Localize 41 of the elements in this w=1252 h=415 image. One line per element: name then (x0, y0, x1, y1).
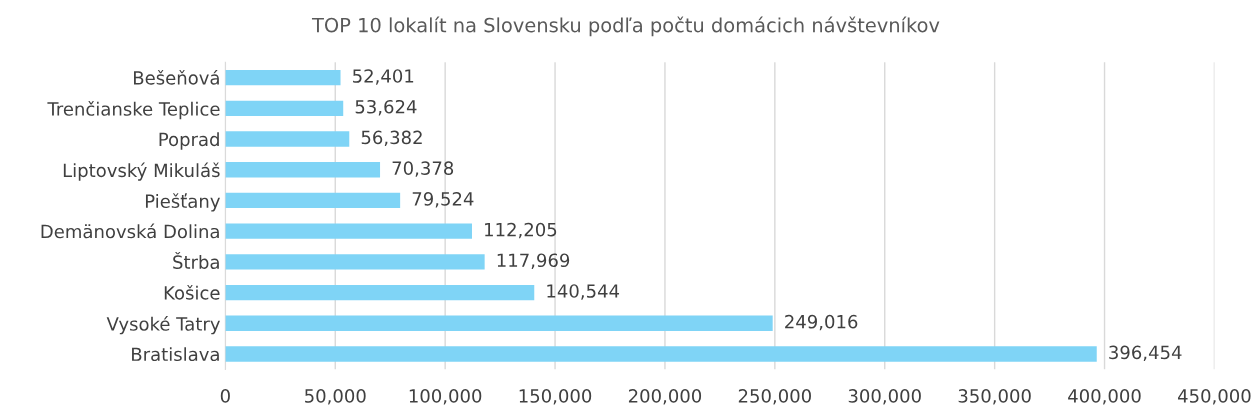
data-label: 70,378 (392, 161, 454, 177)
data-label: 112,205 (485, 222, 557, 239)
bar (225, 284, 535, 301)
data-label: 79,524 (412, 192, 474, 208)
y-tick-label: Bratislava (132, 347, 219, 362)
bar (225, 162, 381, 178)
data-label: 117,969 (497, 253, 570, 269)
x-tick-label: 100,000 (409, 389, 482, 405)
data-label: 396,454 (1109, 345, 1182, 362)
data-label: 140,544 (547, 284, 620, 300)
bar (225, 131, 350, 147)
data-label: 249,016 (785, 314, 858, 331)
bar (225, 346, 1097, 362)
bar (225, 315, 773, 331)
x-tick-label: 300,000 (848, 389, 921, 405)
bar (225, 223, 472, 239)
x-tick-label: 450,000 (1177, 389, 1251, 405)
y-tick-label: Vysoké Tatry (106, 316, 220, 335)
data-label: 56,382 (361, 130, 422, 147)
x-tick-label: 0 (220, 389, 230, 403)
bar (225, 192, 401, 209)
bar (225, 254, 485, 270)
bar (225, 100, 344, 116)
chart-title: TOP 10 lokalít na Slovensku podľa počtu domácich návštevníkov (311, 16, 940, 37)
y-tick-label: Košice (164, 284, 220, 300)
bar (225, 69, 341, 86)
y-tick-label: Liptovský Mikuláš (63, 162, 220, 181)
x-tick-label: 400,000 (1068, 389, 1141, 405)
y-tick-label: Bešeňová (134, 70, 219, 85)
y-tick-label: Poprad (159, 132, 219, 150)
y-tick-label: Trenčianske Teplice (47, 101, 220, 120)
y-tick-label: Demänovská Dolina (41, 223, 219, 239)
y-tick-label: Štrba (173, 252, 219, 269)
y-tick-label: Piešťany (145, 193, 220, 212)
x-tick-label: 250,000 (738, 389, 811, 405)
x-tick-label: 150,000 (519, 389, 592, 405)
x-tick-label: 350,000 (958, 389, 1031, 405)
data-label: 52,401 (353, 69, 414, 85)
x-tick-label: 200,000 (628, 389, 702, 405)
x-tick-label: 50,000 (305, 389, 366, 405)
data-label: 53,624 (355, 99, 417, 116)
